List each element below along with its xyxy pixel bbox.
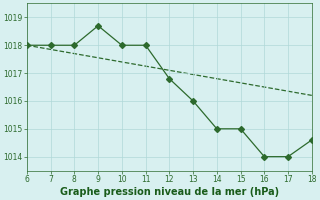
X-axis label: Graphe pression niveau de la mer (hPa): Graphe pression niveau de la mer (hPa)	[60, 187, 279, 197]
